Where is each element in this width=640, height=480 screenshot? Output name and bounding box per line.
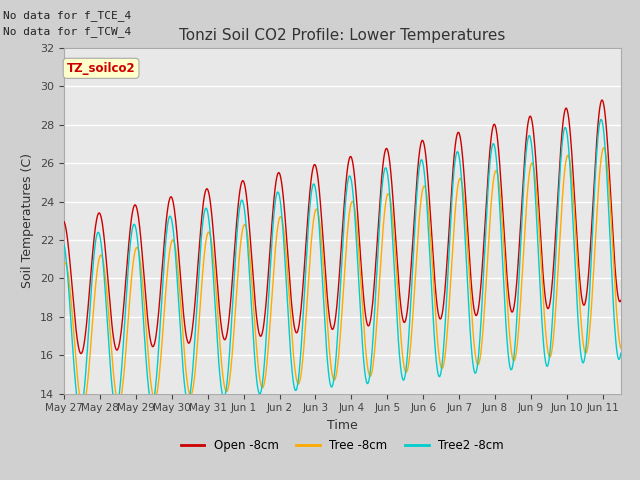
Y-axis label: Soil Temperatures (C): Soil Temperatures (C) [22, 153, 35, 288]
Text: TZ_soilco2: TZ_soilco2 [67, 62, 136, 75]
Title: Tonzi Soil CO2 Profile: Lower Temperatures: Tonzi Soil CO2 Profile: Lower Temperatur… [179, 28, 506, 43]
Text: No data for f_TCE_4: No data for f_TCE_4 [3, 11, 131, 22]
X-axis label: Time: Time [327, 419, 358, 432]
Legend: Open -8cm, Tree -8cm, Tree2 -8cm: Open -8cm, Tree -8cm, Tree2 -8cm [176, 434, 509, 457]
Text: No data for f_TCW_4: No data for f_TCW_4 [3, 26, 131, 37]
